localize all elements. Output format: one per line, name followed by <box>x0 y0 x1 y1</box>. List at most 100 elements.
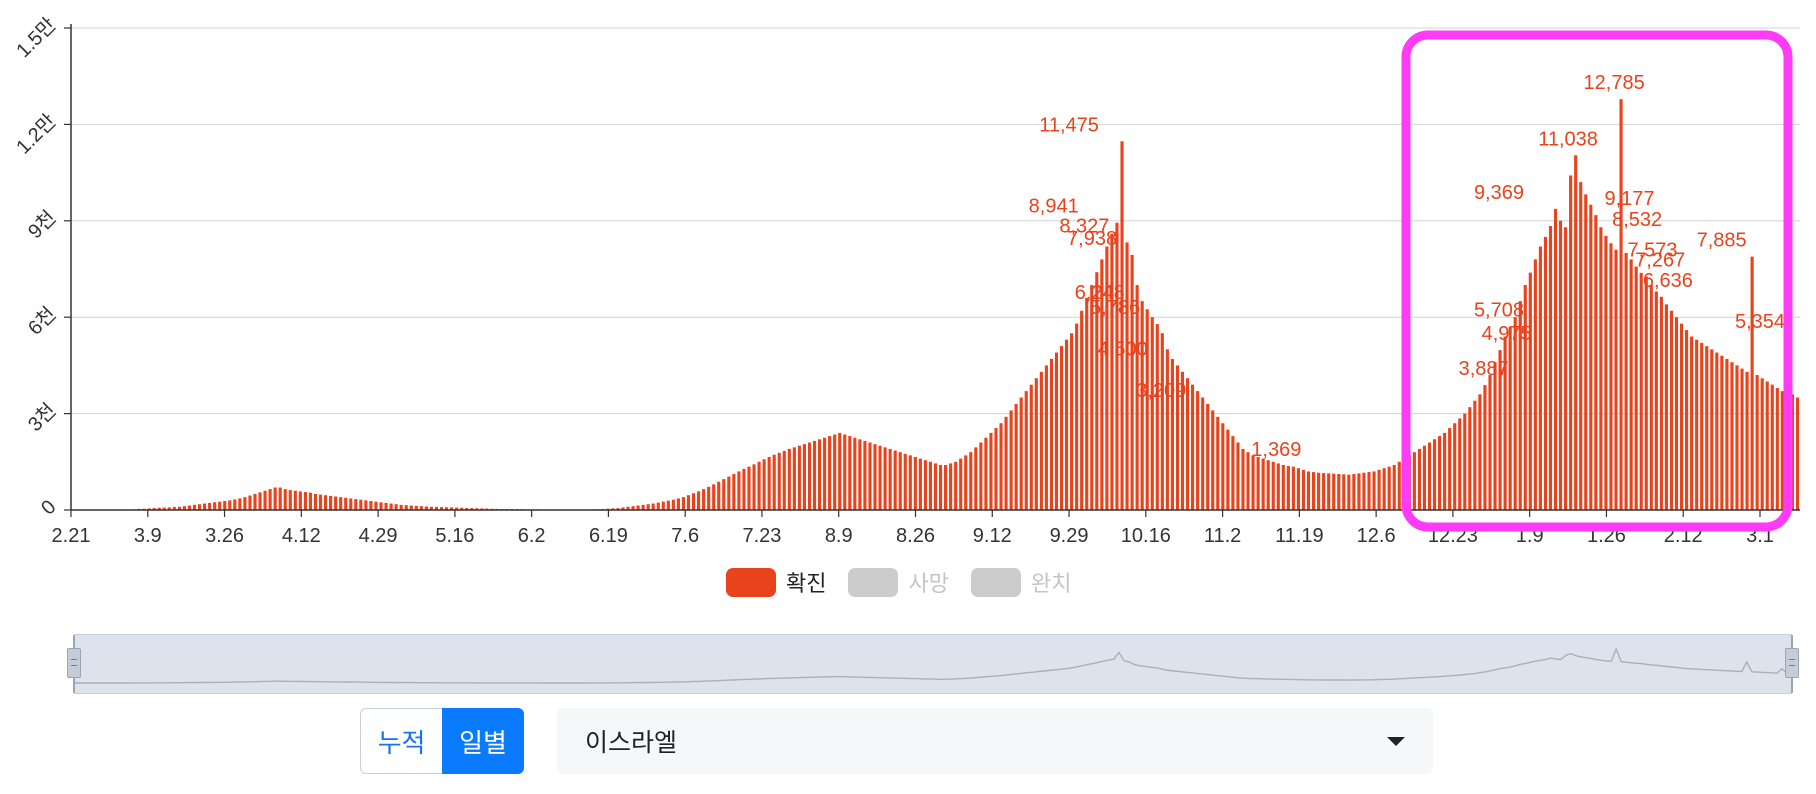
y-tick-label: 6천 <box>23 302 60 339</box>
x-tick-label: 6.2 <box>518 525 546 547</box>
bar <box>898 452 902 510</box>
x-tick-label: 5.16 <box>435 525 474 547</box>
bar <box>303 492 307 510</box>
bar <box>1337 474 1341 510</box>
bar <box>1644 276 1648 510</box>
bar <box>1695 339 1699 510</box>
legend-item-recovered[interactable]: 완치 <box>970 566 1071 598</box>
bar <box>1049 358 1054 510</box>
bar <box>1306 471 1311 510</box>
bar <box>1276 463 1280 510</box>
bar <box>1327 473 1331 510</box>
bar <box>1604 235 1608 511</box>
bar <box>1115 222 1119 510</box>
y-tick-label: 0 <box>37 496 60 519</box>
legend-item-deaths[interactable]: 사망 <box>848 566 949 598</box>
bar <box>1483 385 1487 510</box>
bar <box>1594 215 1598 510</box>
bar <box>1715 352 1719 510</box>
bar <box>656 502 660 510</box>
bar <box>1201 397 1205 510</box>
bar <box>974 447 978 510</box>
bar <box>1690 336 1694 510</box>
bar <box>702 489 706 510</box>
bar <box>1770 384 1774 510</box>
legend-label-deaths: 사망 <box>908 571 949 596</box>
bar <box>1342 474 1346 510</box>
bar <box>949 463 953 510</box>
bar <box>757 461 761 510</box>
bar <box>1311 472 1316 510</box>
bar <box>1513 317 1517 510</box>
bar <box>913 456 917 510</box>
bar <box>611 508 615 510</box>
bar <box>641 504 645 510</box>
bar <box>1165 349 1169 510</box>
bar <box>243 497 247 510</box>
country-select[interactable]: 이스라엘 <box>557 708 1433 774</box>
bar <box>1432 439 1437 510</box>
bar <box>691 493 696 510</box>
data-value-label: 7,573 <box>1627 240 1677 262</box>
legend-swatch-confirmed <box>726 567 776 597</box>
bar <box>868 442 872 510</box>
bar <box>1503 336 1507 510</box>
bar <box>329 495 333 510</box>
bar <box>1236 442 1240 510</box>
bar <box>722 479 726 510</box>
bar <box>1372 471 1376 510</box>
bar <box>1095 272 1099 510</box>
bar <box>717 481 721 510</box>
bar <box>1014 403 1018 510</box>
bar <box>480 508 484 510</box>
cumulative-button[interactable]: 누적 <box>360 708 442 774</box>
bar <box>833 434 837 510</box>
bar <box>797 445 801 510</box>
bar <box>1392 465 1396 510</box>
bar <box>369 501 373 510</box>
bar <box>444 507 449 510</box>
bar <box>248 495 252 510</box>
bar <box>1145 309 1149 510</box>
bar <box>1296 468 1301 510</box>
bar <box>192 504 197 510</box>
bar <box>863 440 867 510</box>
bar <box>1750 256 1754 510</box>
bar <box>1760 378 1764 510</box>
bar <box>1574 155 1578 511</box>
data-value-label: 5,786 <box>1090 297 1140 319</box>
x-tick-label: 11.2 <box>1204 525 1241 547</box>
bar <box>1508 326 1512 510</box>
bar <box>1453 423 1457 510</box>
bar <box>1443 432 1447 510</box>
bar <box>1216 416 1220 510</box>
bar <box>1266 460 1270 510</box>
bar <box>172 506 176 510</box>
bar <box>1584 194 1588 511</box>
data-value-label: 8,327 <box>1059 215 1109 237</box>
zoom-handle-right[interactable] <box>1785 648 1799 678</box>
x-tick-label: 2.21 <box>52 525 91 547</box>
bar <box>838 432 842 510</box>
bar <box>747 466 751 510</box>
legend-item-confirmed[interactable]: 확진 <box>726 566 826 598</box>
bar <box>1538 246 1542 511</box>
bar <box>223 501 227 510</box>
bar <box>1387 466 1391 510</box>
bar <box>1422 445 1427 510</box>
bar <box>1185 378 1190 510</box>
bar <box>1150 317 1154 510</box>
bar <box>1160 333 1164 510</box>
bar <box>308 492 313 510</box>
daily-button[interactable]: 일별 <box>442 708 524 774</box>
zoom-slider[interactable] <box>67 634 1799 694</box>
x-tick-label: 9.12 <box>973 525 1012 547</box>
bar <box>465 507 469 510</box>
bar <box>1458 418 1462 510</box>
bar <box>1175 365 1180 510</box>
zoom-handle-left[interactable] <box>67 648 81 678</box>
daily-cases-bar-chart: 0 3천 6천 9천 1.2만 1.5만 2.21 3.9 3.26 4.12 4.29 5.16 6.… <box>12 13 1800 547</box>
data-value-label: 11,475 <box>1039 114 1099 136</box>
bar <box>1518 301 1522 510</box>
bar <box>964 455 968 510</box>
